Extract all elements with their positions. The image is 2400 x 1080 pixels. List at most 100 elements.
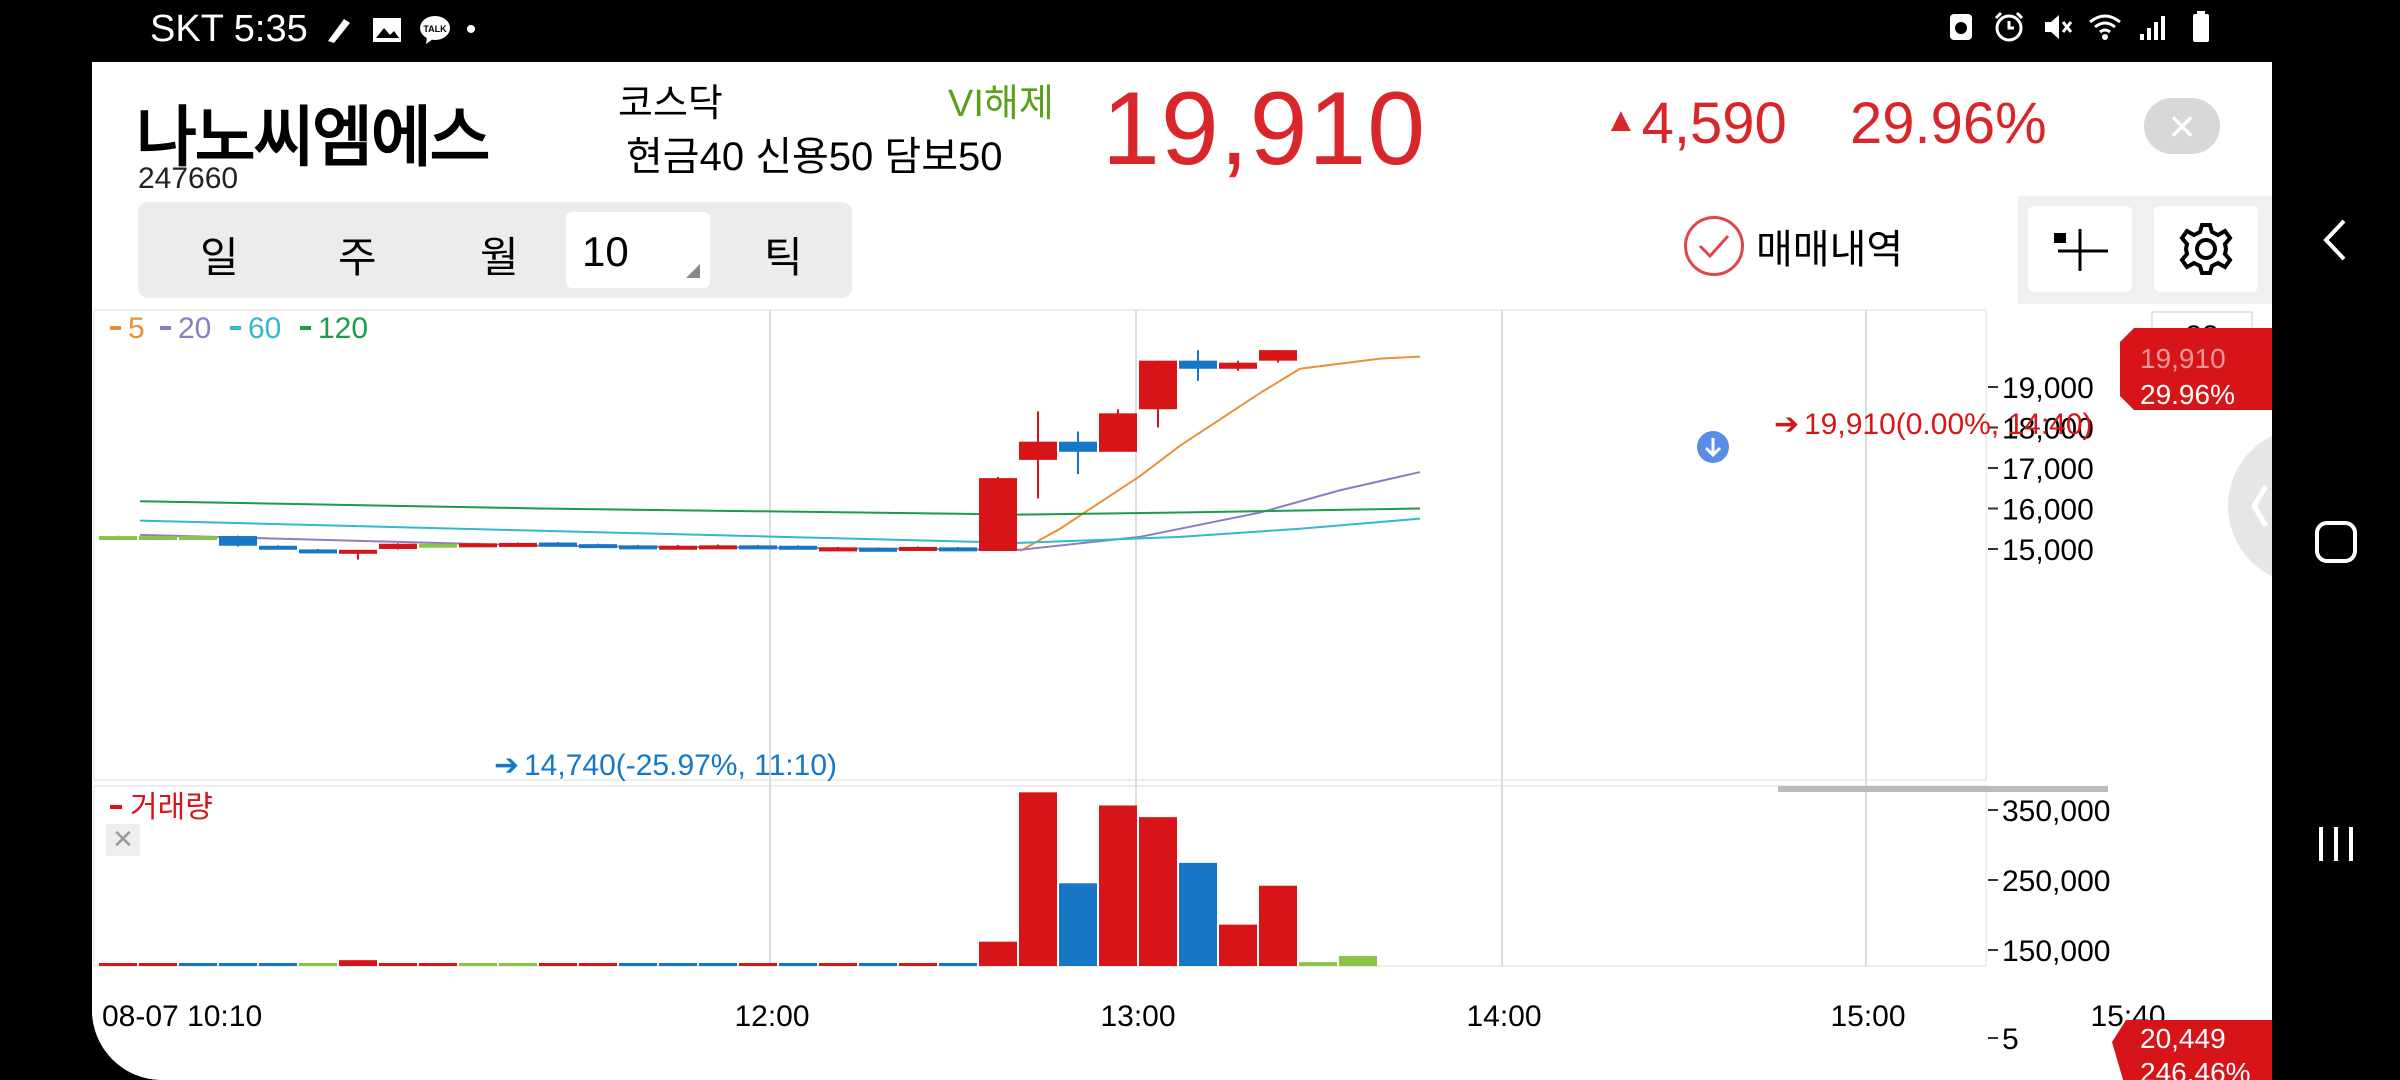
volume-bar bbox=[1219, 924, 1257, 966]
nav-recents-button[interactable] bbox=[2296, 804, 2376, 884]
volume-bar bbox=[979, 941, 1017, 966]
ma60-legend-swatch bbox=[230, 326, 241, 330]
volume-legend-label: 거래량 bbox=[130, 791, 213, 824]
candle-body bbox=[699, 545, 737, 550]
candle-body bbox=[1099, 413, 1137, 452]
volume-tick-label: 250,000 bbox=[2002, 865, 2110, 898]
chart-scrollbar[interactable] bbox=[1778, 786, 2108, 792]
trade-history-toggle[interactable]: 매매내역 bbox=[1684, 216, 1903, 276]
volume-bar bbox=[619, 963, 657, 966]
nav-home-button[interactable] bbox=[2296, 502, 2376, 582]
battery-icon bbox=[2193, 11, 2209, 42]
close-button[interactable]: × bbox=[2144, 98, 2220, 154]
change-percent: 29.96% bbox=[1850, 91, 2047, 156]
price-change: ▲4,590 bbox=[1604, 90, 1787, 157]
price-chart[interactable]: 5 20 60 120 거래량 ✕ 19,000 18,000 17,000 16,0… bbox=[92, 308, 2272, 1080]
volume-bar bbox=[859, 963, 897, 966]
time-tick-label: 08-07 10:10 bbox=[102, 1000, 262, 1033]
pen-notification-icon bbox=[327, 18, 350, 43]
max-arrow-icon: ➔ bbox=[1774, 408, 1799, 441]
dropdown-grip-icon bbox=[686, 264, 700, 278]
max-annotation: ➔ 19,910(0.00%, 14:40) bbox=[1774, 408, 2093, 441]
alarm-icon bbox=[1994, 11, 2024, 42]
candle-body bbox=[1219, 362, 1257, 369]
buy-marker[interactable] bbox=[1697, 431, 1729, 463]
trade-history-label: 매매내역 bbox=[1756, 228, 1904, 272]
price-tick-label: 16,000 bbox=[2002, 494, 2094, 527]
minute-interval-input[interactable]: 10 bbox=[566, 212, 710, 288]
volume-bar bbox=[899, 963, 937, 966]
candle-body bbox=[899, 546, 937, 551]
volume-tag-pct: 246.46% bbox=[2140, 1057, 2251, 1080]
volume-tag-value: 20,449 bbox=[2140, 1023, 2226, 1054]
ma20-legend-swatch bbox=[160, 326, 171, 330]
ma120-line bbox=[139, 500, 1421, 516]
candle-body bbox=[1019, 441, 1057, 460]
candle-body bbox=[1179, 360, 1217, 369]
margin-info: 현금40 신용50 담보50 bbox=[626, 135, 1003, 179]
candle-body bbox=[379, 543, 417, 549]
candle-body bbox=[339, 549, 377, 554]
settings-button[interactable] bbox=[2154, 206, 2258, 292]
candle-body bbox=[219, 536, 257, 546]
candle-body bbox=[139, 536, 177, 541]
volume-tick-label: 350,000 bbox=[2002, 795, 2110, 828]
volume-bar bbox=[659, 963, 697, 966]
minute-interval-value: 10 bbox=[582, 228, 629, 275]
price-panel-border bbox=[93, 309, 1987, 781]
volume-bar bbox=[1099, 805, 1137, 966]
time-tick-label: 12:00 bbox=[734, 1000, 809, 1033]
crosshair-button[interactable] bbox=[2028, 206, 2132, 292]
volume-bar bbox=[179, 963, 217, 966]
volume-bar bbox=[1059, 883, 1097, 966]
volume-bar bbox=[499, 963, 537, 966]
volume-bar bbox=[1299, 962, 1337, 966]
gallery-icon bbox=[372, 17, 401, 42]
nav-back-button[interactable] bbox=[2296, 200, 2376, 280]
volume-bar bbox=[1019, 792, 1057, 966]
price-tick-label: 18,000 bbox=[2002, 413, 2094, 446]
android-nav-bar bbox=[2272, 0, 2400, 1080]
price-tick-label: 19,000 bbox=[2002, 372, 2094, 405]
market-label: 코스닥 bbox=[618, 83, 723, 125]
volume-tick-label: 5 bbox=[2002, 1023, 2019, 1056]
candle-body bbox=[939, 547, 977, 552]
ma20-legend-label: 20 bbox=[178, 312, 211, 345]
ma5-legend-swatch bbox=[110, 326, 121, 330]
stock-name: 나노씨엠에스 bbox=[136, 100, 490, 174]
volume-close-button[interactable] bbox=[106, 824, 140, 856]
ma120-legend-swatch bbox=[300, 326, 311, 330]
candle-body bbox=[739, 545, 777, 550]
crosshair-icon bbox=[2054, 229, 2108, 271]
ma-legend: 5 20 60 120 bbox=[110, 312, 368, 345]
kakaotalk-icon: TALK bbox=[419, 15, 450, 44]
period-month[interactable]: 월 bbox=[480, 234, 519, 281]
period-day[interactable]: 일 bbox=[200, 234, 239, 281]
candle-body bbox=[299, 549, 337, 554]
time-tick-label: 13:00 bbox=[1100, 1000, 1175, 1033]
volume-bar bbox=[1339, 956, 1377, 966]
volume-bar bbox=[699, 963, 737, 966]
volume-bar bbox=[219, 963, 257, 966]
candle-body bbox=[659, 545, 697, 550]
wifi-icon bbox=[2089, 14, 2121, 40]
price-tag-background bbox=[2120, 328, 2272, 410]
candlesticks bbox=[99, 350, 1297, 560]
chart-axes: 19,000 18,000 17,000 16,000 15,000 350,000 250… bbox=[102, 372, 2166, 1056]
volume-bar bbox=[779, 963, 817, 966]
up-arrow-icon: ▲ bbox=[1604, 101, 1638, 139]
period-tick[interactable]: 틱 bbox=[764, 234, 803, 281]
price-tag-pct: 29.96% bbox=[2140, 379, 2235, 410]
volume-bar bbox=[539, 963, 577, 966]
volume-bar bbox=[1259, 885, 1297, 966]
recycle-icon bbox=[1950, 14, 1972, 40]
period-week[interactable]: 주 bbox=[338, 234, 377, 281]
ma120-legend-label: 120 bbox=[318, 312, 368, 345]
recents-icon bbox=[2319, 827, 2353, 861]
ma60-legend-label: 60 bbox=[248, 312, 281, 345]
candle-body bbox=[1059, 441, 1097, 452]
ma5-legend-label: 5 bbox=[128, 312, 145, 345]
candle-body bbox=[179, 536, 217, 541]
ma60-line bbox=[139, 517, 1421, 544]
volume-bar bbox=[299, 963, 337, 966]
